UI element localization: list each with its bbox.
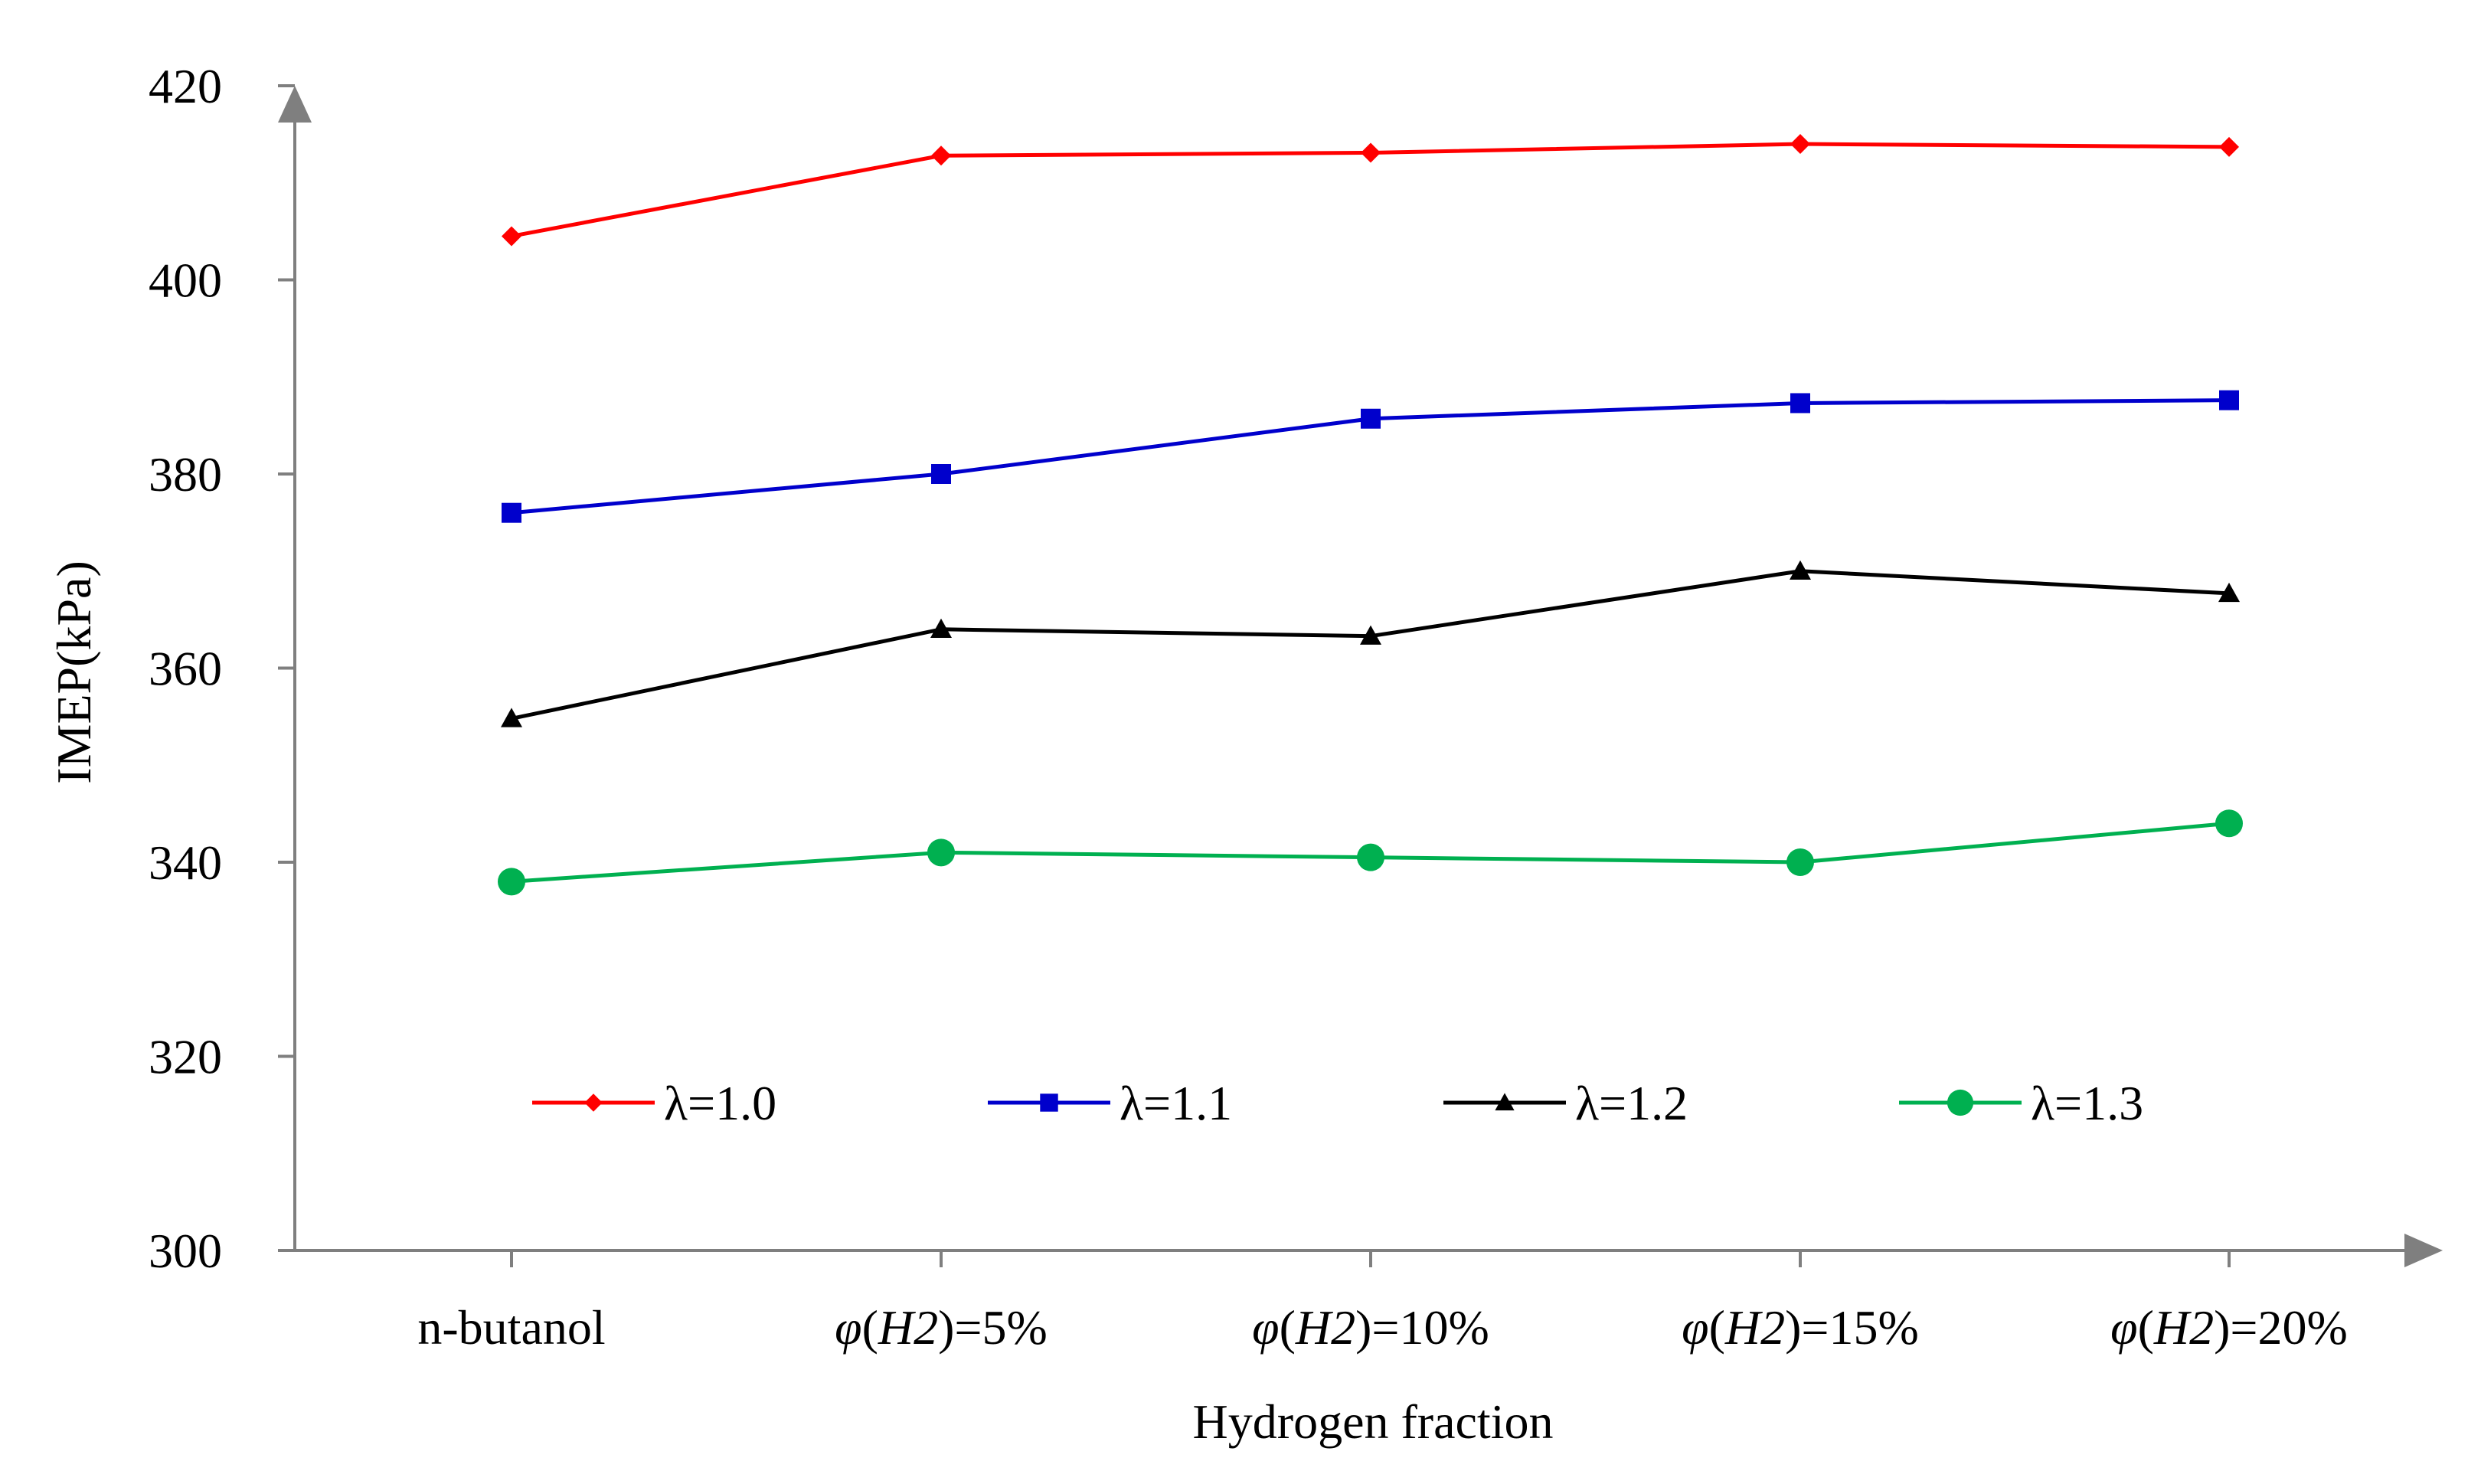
x-tick-labels: n-butanol φ(H2)=5% φ(H2)=10% φ(H2)=15% φ(H2)… xyxy=(417,1300,2347,1355)
y-tick-label: 380 xyxy=(149,447,222,502)
data-point xyxy=(927,838,955,867)
x-tick-label-part: )=20% xyxy=(2214,1300,2348,1355)
series-2 xyxy=(502,390,2239,523)
x-tick-label-part: φ xyxy=(2110,1300,2137,1355)
x-tick-label: φ(H2)=15% xyxy=(1682,1300,1919,1355)
x-tick-label: n-butanol xyxy=(417,1300,605,1355)
x-tick-label-part: ( xyxy=(862,1300,878,1355)
series-line xyxy=(511,569,2230,721)
x-tick-label: φ(H2)=5% xyxy=(835,1300,1048,1355)
legend-label: λ=1.0 xyxy=(664,1076,776,1130)
data-point xyxy=(2215,809,2243,838)
legend-label: λ=1.1 xyxy=(1120,1076,1232,1130)
data-point xyxy=(1790,393,1810,413)
data-point xyxy=(1790,134,1810,155)
y-tick-label: 400 xyxy=(149,253,222,308)
x-tick-label-part: )=15% xyxy=(1785,1300,1919,1355)
legend-swatch-marker xyxy=(1040,1093,1058,1112)
legend: λ=1.0 λ=1.1 λ=1.2 λ=1.3 xyxy=(532,1076,2143,1130)
data-point xyxy=(498,868,525,896)
x-tick-label-part: H2 xyxy=(1295,1300,1355,1355)
data-point xyxy=(931,464,951,484)
legend-item: λ=1.3 xyxy=(1899,1076,2143,1130)
x-tick-label: φ(H2)=10% xyxy=(1252,1300,1489,1355)
legend-label: λ=1.2 xyxy=(1575,1076,1688,1130)
y-tick-label: 300 xyxy=(149,1224,222,1278)
data-point xyxy=(1357,843,1384,871)
data-point xyxy=(1360,625,1381,645)
series-3 xyxy=(501,560,2240,727)
x-tick-label: φ(H2)=20% xyxy=(2110,1300,2348,1355)
legend-swatch-marker xyxy=(1495,1093,1515,1111)
data-point xyxy=(502,502,521,523)
x-tick-label-part: φ xyxy=(1252,1300,1279,1355)
x-tick-label-part: ( xyxy=(2138,1300,2154,1355)
y-tick-label: 360 xyxy=(149,642,222,696)
data-point xyxy=(2219,136,2239,157)
y-axis-arrow xyxy=(278,86,312,123)
legend-swatch-marker xyxy=(1947,1089,1974,1116)
data-point xyxy=(501,708,522,727)
data-point xyxy=(502,226,521,247)
x-tick-label-part: )=5% xyxy=(938,1300,1048,1355)
y-tick-label: 320 xyxy=(149,1030,222,1084)
series-1 xyxy=(502,134,2239,247)
legend-item: λ=1.0 xyxy=(532,1076,776,1130)
y-tick-labels: 300 320 340 360 380 400 420 xyxy=(149,59,222,1278)
x-tick-label-part: H2 xyxy=(878,1300,938,1355)
x-tick-label-part: φ xyxy=(835,1300,861,1355)
data-point xyxy=(930,618,952,638)
data-point xyxy=(1790,560,1811,580)
series-group xyxy=(498,134,2243,896)
data-point xyxy=(1786,848,1814,876)
y-tick-label: 340 xyxy=(149,835,222,890)
data-point xyxy=(2218,582,2240,603)
x-tick-label-part: ( xyxy=(1709,1300,1725,1355)
y-axis-label: IMEP(kPa) xyxy=(47,561,101,784)
axes xyxy=(278,84,2443,1267)
x-tick-label-part: φ xyxy=(1682,1300,1708,1355)
x-tick-label-part: ( xyxy=(1280,1300,1296,1355)
legend-item: λ=1.2 xyxy=(1443,1076,1688,1130)
x-tick-label-part: H2 xyxy=(2153,1300,2214,1355)
legend-item: λ=1.1 xyxy=(988,1076,1232,1130)
data-point xyxy=(1361,408,1381,429)
data-point xyxy=(931,145,951,166)
x-tick-label-part: H2 xyxy=(1724,1300,1785,1355)
legend-swatch-marker xyxy=(584,1093,603,1112)
data-point xyxy=(1361,142,1381,163)
x-axis-label: Hydrogen fraction xyxy=(1193,1394,1554,1449)
data-point xyxy=(2219,390,2239,410)
x-axis-arrow xyxy=(2404,1234,2443,1267)
legend-label: λ=1.3 xyxy=(2031,1076,2143,1130)
y-tick-label: 420 xyxy=(149,59,222,113)
series-4 xyxy=(498,809,2243,896)
x-tick-label-part: )=10% xyxy=(1355,1300,1489,1355)
